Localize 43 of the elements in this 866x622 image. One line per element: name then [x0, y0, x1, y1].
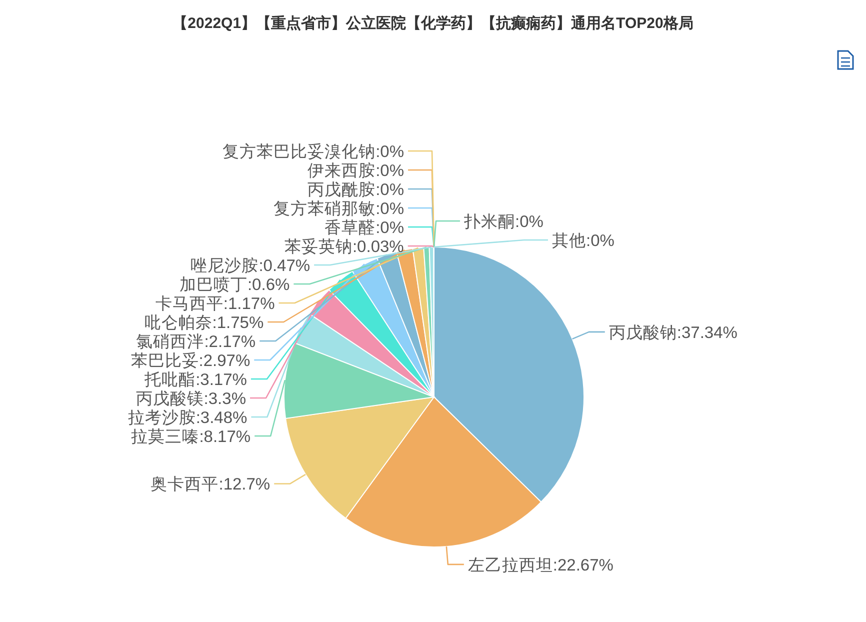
data-label: :0.6% [247, 276, 290, 294]
data-label: :0.47% [258, 257, 310, 275]
slice-label: 卡马西平 [155, 295, 224, 313]
category-label: 复方苯巴比妥溴化钠 [222, 143, 376, 161]
slice-label: 丙戊酸钠 [608, 324, 677, 342]
legend-label: 扑米酮 [463, 213, 515, 231]
slice-label: 吡仑帕奈 [144, 314, 212, 332]
category-label: 香草醛 [324, 219, 376, 237]
category-label: 复方苯硝那敏 [274, 200, 376, 218]
text: :0% [376, 200, 404, 218]
text: :0% [376, 162, 404, 180]
data-label: :3.3% [204, 390, 246, 408]
data-label: :8.17% [199, 428, 251, 446]
slice-label: 拉莫三嗪 [131, 427, 200, 446]
text: :0% [376, 219, 404, 237]
slice-label: 加巴喷丁 [179, 276, 248, 294]
data-label: :12.7% [218, 476, 270, 494]
text: :0% [586, 232, 614, 250]
chart-title: 【2022Q1】【重点省市】公立医院【化学药】【抗癫痫药】通用名TOP20格局 [172, 14, 694, 32]
data-label: :3.48% [196, 409, 248, 427]
slice-label: 氯硝西泮 [136, 333, 204, 351]
data-label: :2.17% [204, 333, 256, 351]
category-label: 丙戊酰胺 [308, 181, 376, 199]
data-label: :0.03% [352, 238, 404, 256]
data-label: :1.17% [223, 295, 276, 313]
slice-label: 拉考沙胺 [128, 408, 196, 427]
data-label: :37.34% [676, 324, 738, 342]
data-label: :2.97% [198, 352, 250, 370]
text: :0% [376, 181, 404, 199]
slice-label: 苯巴比妥 [130, 351, 199, 370]
slice-label: 唑尼沙胺 [190, 256, 259, 275]
data-label: :1.75% [212, 314, 264, 332]
text: :0% [376, 143, 404, 161]
slice-label: 左乙拉西坦 [468, 556, 553, 574]
data-label: :22.67% [552, 556, 614, 574]
slice-label: 奥卡西平 [150, 476, 219, 494]
slice-label: 丙戊酸镁 [136, 390, 204, 408]
text: :0% [515, 213, 544, 231]
category-label: 伊来西胺 [308, 162, 376, 180]
data-label: :3.17% [196, 371, 248, 389]
slice-label: 托吡酯 [144, 371, 196, 389]
slice-label: 苯妥英钠 [284, 237, 352, 256]
category-label: 其他 [552, 232, 586, 250]
